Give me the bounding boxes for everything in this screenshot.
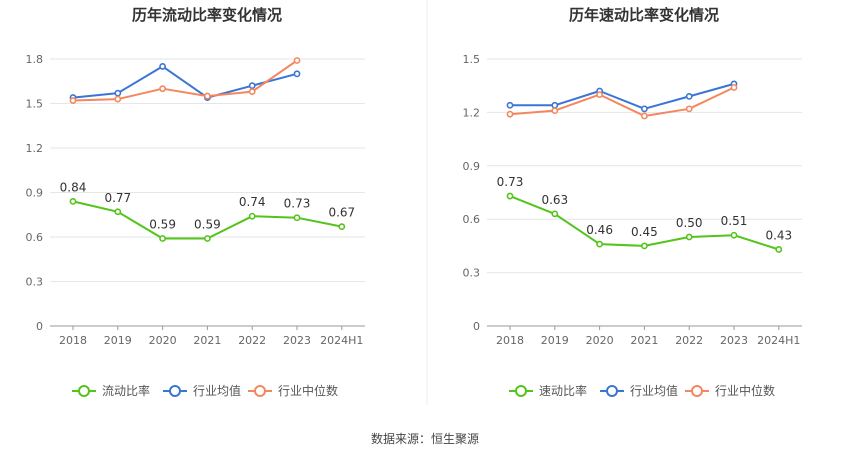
data-point bbox=[203, 92, 211, 100]
data-point bbox=[69, 197, 77, 205]
data-point bbox=[551, 210, 559, 218]
y-tick-label: 0 bbox=[36, 320, 43, 333]
legend-label: 行业中位数 bbox=[715, 383, 775, 398]
x-tick-label: 2023 bbox=[283, 334, 311, 347]
data-label: 0.74 bbox=[239, 195, 266, 209]
data-label: 0.73 bbox=[284, 197, 311, 211]
data-point bbox=[248, 82, 256, 90]
data-point bbox=[248, 88, 256, 96]
chart-panel-1: 历年流动比率变化情况 0 0.3 0.6 0.9 1.2 1.5 1.8 2018 2019 202… bbox=[26, 6, 365, 398]
y-tick-label: 1.5 bbox=[463, 53, 481, 66]
data-point bbox=[248, 212, 256, 220]
data-point bbox=[293, 214, 301, 222]
data-point bbox=[506, 101, 514, 109]
data-point bbox=[159, 235, 166, 242]
data-point bbox=[775, 246, 783, 253]
y-tick-label: 1.5 bbox=[26, 98, 44, 111]
series-line-3 bbox=[509, 86, 735, 117]
data-point bbox=[730, 231, 738, 239]
y-tick-label: 0 bbox=[473, 320, 480, 333]
data-point bbox=[685, 92, 693, 100]
data-point bbox=[685, 105, 693, 113]
data-label: 0.46 bbox=[586, 223, 613, 237]
chart-title: 历年流动比率变化情况 bbox=[132, 6, 282, 24]
y-tick-label: 0.3 bbox=[26, 276, 44, 289]
data-point bbox=[159, 63, 166, 70]
x-tick-label: 2024H1 bbox=[320, 334, 363, 347]
x-tick-label: 2019 bbox=[104, 334, 132, 347]
data-point bbox=[338, 223, 346, 231]
legend-label: 行业均值 bbox=[193, 383, 241, 398]
data-point bbox=[293, 57, 301, 64]
data-label: 0.43 bbox=[765, 228, 792, 242]
y-tick-label: 0.3 bbox=[463, 267, 481, 280]
data-point bbox=[159, 85, 166, 93]
data-point bbox=[203, 235, 211, 242]
x-tick-label: 2020 bbox=[149, 334, 177, 347]
x-tick-label: 2020 bbox=[586, 334, 614, 347]
legend-marker bbox=[691, 385, 703, 397]
series-line-2 bbox=[510, 82, 735, 110]
data-point bbox=[551, 107, 559, 115]
chart-title: 历年速动比率变化情况 bbox=[569, 6, 719, 24]
data-point bbox=[641, 105, 648, 113]
data-label: 0.50 bbox=[676, 216, 703, 230]
legend-label: 行业均值 bbox=[630, 383, 678, 398]
legend-marker bbox=[169, 385, 181, 397]
data-point bbox=[596, 91, 603, 98]
x-tick-label: 2021 bbox=[630, 334, 658, 347]
data-point bbox=[506, 110, 514, 118]
source-text: 数据来源：恒生聚源 bbox=[371, 431, 479, 446]
legend-marker bbox=[606, 385, 618, 397]
x-tick-label: 2022 bbox=[675, 334, 703, 347]
y-tick-label: 1.2 bbox=[463, 106, 481, 119]
legend-marker bbox=[254, 385, 266, 397]
data-point bbox=[293, 70, 301, 78]
data-label: 0.63 bbox=[541, 193, 568, 207]
data-point bbox=[596, 240, 603, 248]
data-label: 0.59 bbox=[149, 217, 176, 231]
chart-panel-2: 历年速动比率变化情况 0 0.3 0.6 0.9 1.2 1.5 2018 2019 2020 20… bbox=[463, 6, 802, 398]
x-tick-label: 2018 bbox=[496, 334, 524, 347]
data-label: 0.51 bbox=[721, 214, 748, 228]
legend-marker bbox=[515, 385, 527, 397]
data-label: 0.73 bbox=[497, 175, 524, 189]
y-tick-label: 1.2 bbox=[26, 142, 44, 155]
data-point bbox=[685, 233, 693, 241]
x-tick-label: 2021 bbox=[193, 334, 221, 347]
series-line-3 bbox=[72, 59, 298, 102]
legend-label: 流动比率 bbox=[102, 383, 150, 398]
data-label: 0.67 bbox=[328, 206, 355, 220]
y-tick-label: 0.6 bbox=[26, 231, 44, 244]
y-tick-label: 0.9 bbox=[26, 187, 44, 200]
legend-label: 速动比率 bbox=[539, 383, 587, 398]
y-tick-label: 0.9 bbox=[463, 160, 481, 173]
data-point bbox=[114, 95, 122, 103]
x-tick-label: 2023 bbox=[720, 334, 748, 347]
data-point bbox=[730, 84, 738, 91]
x-tick-label: 2022 bbox=[238, 334, 266, 347]
x-tick-label: 2018 bbox=[59, 334, 87, 347]
data-point bbox=[114, 89, 122, 97]
data-point bbox=[69, 97, 77, 104]
data-label: 0.45 bbox=[631, 225, 658, 239]
data-label: 0.59 bbox=[194, 217, 221, 231]
series-line-2 bbox=[72, 65, 298, 99]
data-label: 0.84 bbox=[60, 180, 87, 194]
data-point bbox=[551, 101, 559, 109]
legend-label: 行业中位数 bbox=[278, 383, 338, 398]
x-tick-label: 2019 bbox=[541, 334, 569, 347]
x-tick-label: 2024H1 bbox=[757, 334, 800, 347]
data-point bbox=[641, 242, 648, 250]
y-tick-label: 0.6 bbox=[463, 213, 481, 226]
data-label: 0.77 bbox=[104, 191, 131, 205]
data-point bbox=[114, 208, 122, 216]
y-tick-label: 1.8 bbox=[26, 53, 44, 66]
legend-marker bbox=[78, 385, 90, 397]
data-point bbox=[506, 192, 514, 200]
data-point bbox=[641, 112, 648, 120]
